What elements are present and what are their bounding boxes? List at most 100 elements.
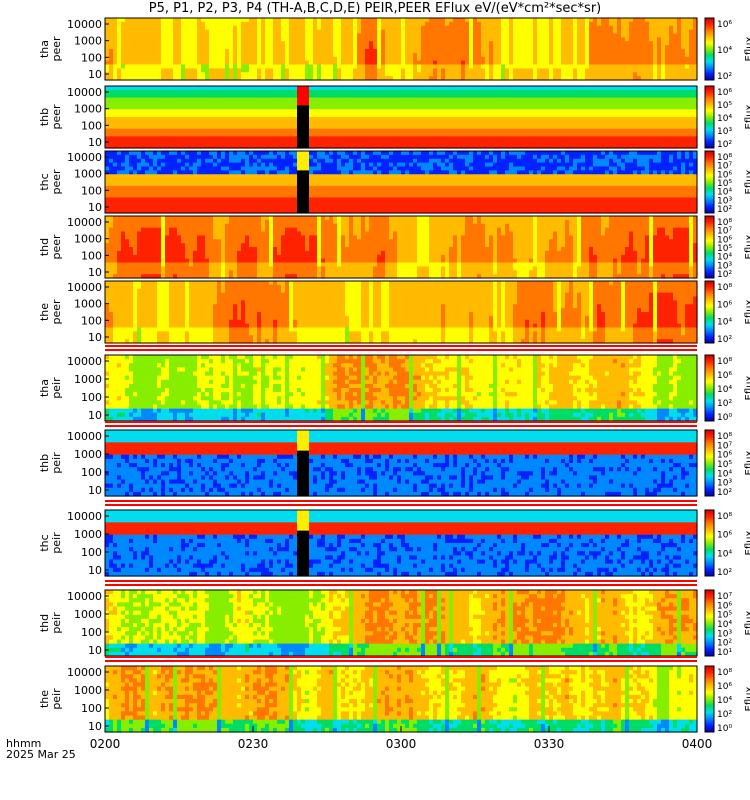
heatmap-cell	[189, 64, 194, 69]
heatmap-cell	[373, 45, 378, 50]
heatmap-cell	[105, 64, 110, 69]
heatmap-cell	[597, 113, 602, 118]
heatmap-cell	[545, 45, 550, 50]
heatmap-cell	[377, 52, 382, 58]
heatmap-cell	[337, 124, 342, 130]
heatmap-cell	[629, 64, 634, 69]
heatmap-cell	[285, 128, 290, 134]
heatmap-cell	[229, 33, 234, 38]
heatmap-cell	[557, 18, 562, 23]
heatmap-cell	[333, 93, 338, 99]
heatmap-cell	[173, 109, 178, 114]
heatmap-cell	[241, 52, 246, 58]
heatmap-cell	[477, 86, 482, 91]
heatmap-cell	[221, 52, 226, 58]
heatmap-cell	[685, 120, 690, 126]
heatmap-cell	[181, 64, 186, 69]
heatmap-cell	[657, 105, 662, 110]
heatmap-cell	[545, 41, 550, 46]
heatmap-cell	[573, 109, 578, 114]
heatmap-cell	[485, 72, 490, 77]
heatmap-cell	[309, 64, 314, 69]
heatmap-cell	[109, 113, 114, 118]
heatmap-cell	[249, 41, 254, 46]
heatmap-cell	[653, 101, 658, 106]
heatmap-cell	[325, 89, 330, 95]
heatmap-cell	[297, 21, 302, 27]
heatmap-cell	[321, 49, 326, 54]
heatmap-cell	[145, 209, 150, 214]
heatmap-cell	[409, 89, 414, 95]
heatmap-cell	[485, 45, 490, 50]
heatmap-cell	[501, 41, 506, 46]
heatmap-cell	[565, 109, 570, 114]
heatmap-cell	[581, 97, 586, 103]
heatmap-cell	[541, 132, 546, 137]
heatmap-cell	[553, 45, 558, 50]
heatmap-cell	[321, 29, 326, 35]
heatmap-cell	[485, 76, 490, 81]
heatmap-cell	[633, 132, 638, 137]
heatmap-cell	[661, 45, 666, 50]
heatmap-cell	[657, 72, 662, 77]
heatmap-cell	[433, 56, 438, 62]
heatmap-cell	[497, 140, 502, 145]
heatmap-cell	[609, 45, 614, 50]
heatmap-cell	[205, 128, 210, 134]
heatmap-cell	[673, 109, 678, 114]
heatmap-cell	[325, 105, 330, 110]
heatmap-cell	[229, 120, 234, 126]
heatmap-cell	[649, 37, 654, 42]
heatmap-cell	[229, 41, 234, 46]
heatmap-cell	[613, 120, 618, 126]
heatmap-cell	[233, 97, 238, 103]
heatmap-cell	[633, 68, 638, 73]
heatmap-cell	[437, 93, 442, 99]
heatmap-cell	[213, 76, 218, 81]
heatmap-cell	[249, 113, 254, 118]
heatmap-cell	[357, 144, 362, 149]
heatmap-cell	[149, 144, 154, 149]
heatmap-cell	[129, 162, 134, 168]
heatmap-cell	[529, 68, 534, 73]
heatmap-cell	[633, 45, 638, 50]
heatmap-cell	[125, 170, 130, 175]
heatmap-cell	[161, 97, 166, 103]
heatmap-cell	[253, 120, 258, 126]
heatmap-cell	[585, 76, 590, 81]
heatmap-cell	[501, 76, 506, 81]
heatmap-cell	[493, 52, 498, 58]
heatmap-cell	[313, 21, 318, 27]
heatmap-cell	[457, 93, 462, 99]
heatmap-cell	[665, 41, 670, 46]
heatmap-cell	[153, 209, 158, 214]
heatmap-cell	[569, 45, 574, 50]
heatmap-cell	[229, 29, 234, 35]
heatmap-cell	[581, 124, 586, 130]
heatmap-cell	[265, 49, 270, 54]
heatmap-cell	[125, 201, 130, 206]
heatmap-cell	[445, 41, 450, 46]
heatmap-cell	[237, 132, 242, 137]
heatmap-cell	[261, 124, 266, 130]
heatmap-cell	[613, 25, 618, 31]
heatmap-cell	[669, 49, 674, 54]
heatmap-cell	[633, 25, 638, 31]
heatmap-cell	[285, 52, 290, 58]
heatmap-cell	[117, 182, 122, 187]
heatmap-cell	[393, 56, 398, 62]
heatmap-cell	[165, 120, 170, 126]
heatmap-cell	[229, 113, 234, 118]
heatmap-cell	[265, 101, 270, 106]
heatmap-cell	[365, 49, 370, 54]
heatmap-cell	[405, 128, 410, 134]
heatmap-cell	[313, 18, 318, 23]
heatmap-cell	[649, 68, 654, 73]
heatmap-cell	[565, 144, 570, 149]
heatmap-cell	[437, 25, 442, 31]
heatmap-cell	[621, 124, 626, 130]
heatmap-cell	[413, 49, 418, 54]
heatmap-cell	[605, 49, 610, 54]
heatmap-cell	[233, 93, 238, 99]
heatmap-cell	[473, 144, 478, 149]
